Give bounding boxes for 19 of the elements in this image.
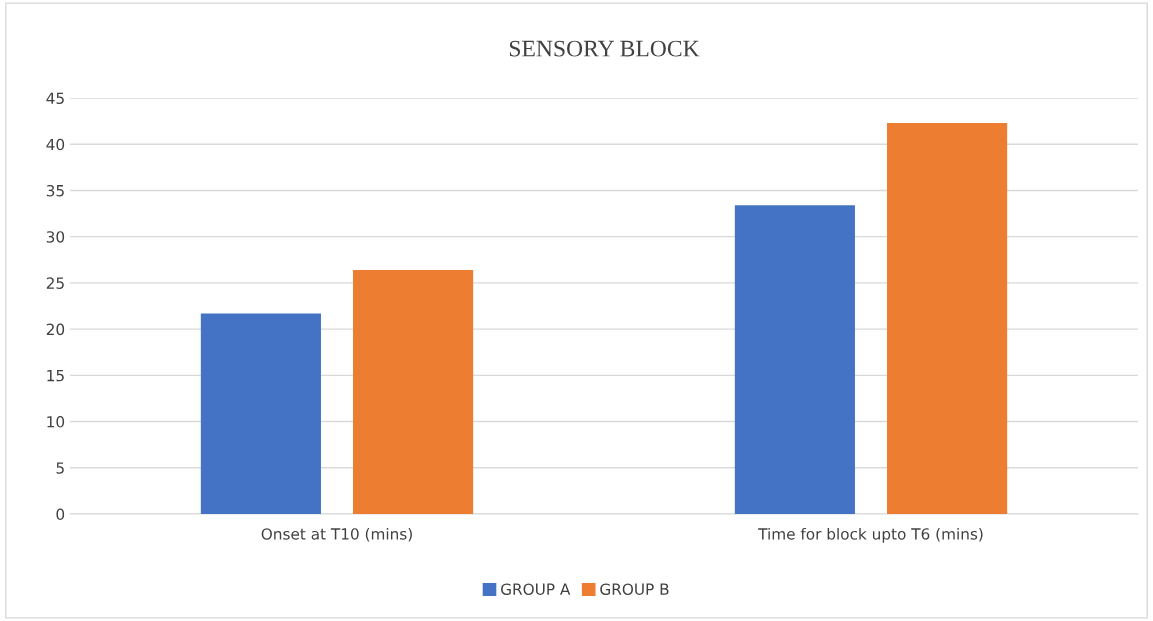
y-tick-label: 5 xyxy=(56,462,64,474)
y-tick-label: 15 xyxy=(47,370,64,382)
bar xyxy=(200,313,321,514)
y-tick-label: 20 xyxy=(46,323,65,336)
chart-title: SENSORY BLOCK xyxy=(509,40,700,57)
y-tick-label: 30 xyxy=(46,231,65,243)
legend-label: GROUP A xyxy=(501,583,571,595)
y-tick-label: 40 xyxy=(46,138,65,151)
y-tick-label: 25 xyxy=(46,277,64,289)
y-tick-label: 45 xyxy=(46,92,64,105)
x-tick-label: Onset at T10 (mins) xyxy=(261,527,412,542)
y-tick-label: 10 xyxy=(47,416,65,428)
y-tick-label: 0 xyxy=(56,508,65,521)
bar xyxy=(734,205,855,514)
bar xyxy=(887,122,1008,514)
bar xyxy=(353,269,474,514)
x-tick-label: Time for block upto T6 (mins) xyxy=(758,527,983,543)
legend-label: GROUP B xyxy=(600,583,669,595)
y-tick-label: 35 xyxy=(46,184,64,197)
